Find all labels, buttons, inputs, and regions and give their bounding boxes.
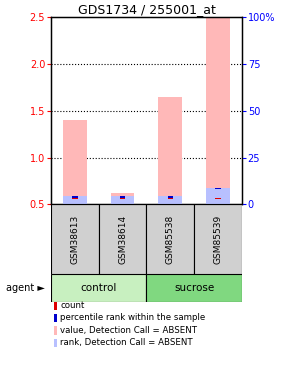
Bar [120, 198, 125, 200]
Title: GDS1734 / 255001_at: GDS1734 / 255001_at [77, 3, 215, 16]
Text: rank, Detection Call = ABSENT: rank, Detection Call = ABSENT [60, 338, 193, 347]
Text: GSM38614: GSM38614 [118, 214, 127, 264]
Bar [206, 17, 230, 204]
Bar [110, 196, 135, 204]
Text: GSM85538: GSM85538 [166, 214, 175, 264]
Text: sucrose: sucrose [174, 283, 214, 293]
Text: value, Detection Call = ABSENT: value, Detection Call = ABSENT [60, 326, 197, 335]
Bar [146, 204, 194, 274]
Text: control: control [80, 283, 117, 293]
Text: GSM38613: GSM38613 [70, 214, 79, 264]
Text: percentile rank within the sample: percentile rank within the sample [60, 314, 206, 322]
Bar [99, 204, 146, 274]
Bar [51, 274, 146, 302]
Bar [158, 196, 182, 204]
Bar [72, 198, 77, 200]
Bar [51, 204, 99, 274]
Bar [215, 198, 221, 199]
Bar [215, 188, 221, 189]
Text: count: count [60, 301, 85, 310]
Bar [110, 193, 135, 204]
Bar [158, 97, 182, 204]
Bar [168, 196, 173, 198]
Text: agent ►: agent ► [6, 283, 45, 293]
Bar [146, 274, 242, 302]
Bar [206, 188, 230, 204]
Bar [63, 196, 87, 204]
Bar [194, 204, 242, 274]
Bar [72, 196, 77, 198]
Text: GSM85539: GSM85539 [214, 214, 223, 264]
Bar [63, 120, 87, 204]
Bar [120, 196, 125, 198]
Bar [168, 198, 173, 200]
